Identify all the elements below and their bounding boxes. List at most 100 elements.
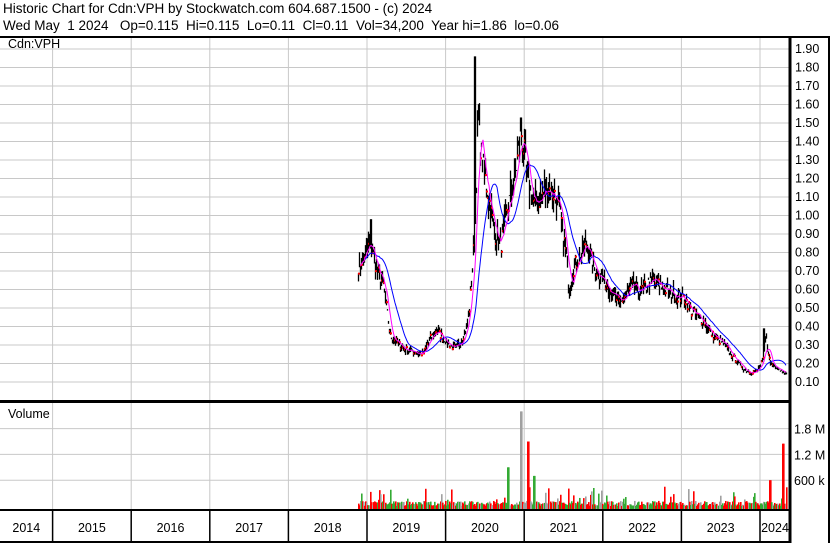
volume-bar xyxy=(717,505,719,510)
close-mark xyxy=(629,287,631,290)
volume-bar xyxy=(553,501,555,510)
volume-bar xyxy=(768,502,770,510)
volume-bar xyxy=(611,501,613,510)
volume-bar xyxy=(694,503,696,510)
volume-bar xyxy=(647,502,649,510)
close-mark xyxy=(390,332,392,335)
volume-bar xyxy=(564,503,566,510)
volume-bar xyxy=(619,504,621,510)
close-mark xyxy=(517,154,519,157)
volume-bar xyxy=(707,505,709,510)
volume-bar xyxy=(757,503,759,510)
close-mark xyxy=(449,346,451,349)
volume-bar xyxy=(546,502,548,510)
volume-bar xyxy=(721,504,723,510)
volume-bar xyxy=(587,504,589,510)
volume-bar xyxy=(715,504,717,510)
volume-bar xyxy=(663,501,665,510)
volume-bar xyxy=(684,504,686,510)
volume-bar xyxy=(416,503,418,510)
close-mark xyxy=(616,298,618,301)
volume-bar xyxy=(732,501,734,510)
volume-bar xyxy=(562,502,564,510)
volume-bar xyxy=(621,505,623,510)
volume-bar xyxy=(613,504,615,510)
volume-bar xyxy=(433,505,435,510)
volume-bar xyxy=(653,502,655,510)
volume-bar xyxy=(424,501,426,510)
volume-bar xyxy=(758,504,760,510)
volume-bar xyxy=(566,504,568,510)
volume-bar xyxy=(696,505,698,510)
volume-bar xyxy=(538,502,540,510)
volume-bar xyxy=(704,501,706,510)
volume-bar xyxy=(438,503,440,510)
volume-bar xyxy=(756,503,758,510)
volume-bar xyxy=(504,497,506,510)
volume-bar xyxy=(440,501,442,510)
volume-bar xyxy=(633,505,635,510)
volume-bar xyxy=(750,503,752,510)
volume-bar xyxy=(528,441,530,510)
volume-bar xyxy=(414,504,416,510)
volume-bar xyxy=(777,503,779,510)
volume-bar xyxy=(393,501,395,510)
volume-bar xyxy=(395,501,397,510)
price-tick-label: 0.70 xyxy=(795,264,819,278)
volume-bar xyxy=(369,505,371,510)
volume-bar xyxy=(448,504,450,510)
volume-bar xyxy=(415,502,417,510)
close-mark xyxy=(763,356,765,359)
volume-bar xyxy=(381,502,383,510)
volume-bar xyxy=(361,493,363,510)
volume-bar xyxy=(776,503,778,510)
volume-bar xyxy=(558,504,560,510)
volume-bar xyxy=(510,505,512,510)
volume-bar xyxy=(454,502,456,510)
volume-bar xyxy=(488,503,490,510)
volume-bar xyxy=(474,503,476,510)
volume-bar xyxy=(469,501,471,510)
volume-bar xyxy=(543,503,545,510)
volume-bar xyxy=(467,504,469,510)
volume-bar xyxy=(412,502,414,510)
price-tick-label: 1.10 xyxy=(795,190,819,204)
volume-bar xyxy=(626,505,628,510)
volume-bar xyxy=(678,503,680,510)
price-tick-label: 1.80 xyxy=(795,61,819,75)
close-mark xyxy=(361,263,363,266)
volume-bar xyxy=(450,503,452,510)
volume-bar xyxy=(725,500,727,510)
volume-bar xyxy=(783,443,785,510)
volume-bar xyxy=(639,505,641,510)
volume-bar xyxy=(604,502,606,510)
volume-bar xyxy=(480,505,482,510)
volume-bar xyxy=(728,501,730,510)
volume-bar xyxy=(636,504,638,510)
volume-bar xyxy=(676,503,678,510)
volume-bar xyxy=(724,503,726,510)
close-mark xyxy=(492,213,494,216)
volume-bar xyxy=(465,504,467,510)
volume-bar xyxy=(716,503,718,510)
volume-bar xyxy=(537,501,539,510)
long-moving-average xyxy=(364,164,787,371)
close-mark xyxy=(554,189,556,192)
volume-bar xyxy=(631,505,633,510)
volume-bar xyxy=(519,501,521,510)
volume-bar xyxy=(547,504,549,510)
volume-bar xyxy=(726,504,728,510)
volume-bar xyxy=(570,504,572,510)
volume-bar xyxy=(437,503,439,510)
volume-bar xyxy=(665,503,667,510)
volume-bar xyxy=(428,502,430,510)
volume-bar xyxy=(523,503,525,510)
volume-bar xyxy=(668,504,670,510)
volume-bar xyxy=(736,505,738,510)
volume-bar xyxy=(646,502,648,510)
volume-bar xyxy=(727,501,729,510)
volume-bar xyxy=(359,505,361,510)
volume-bar xyxy=(446,505,448,510)
volume-bar xyxy=(583,498,585,510)
volume-bar xyxy=(761,503,763,510)
